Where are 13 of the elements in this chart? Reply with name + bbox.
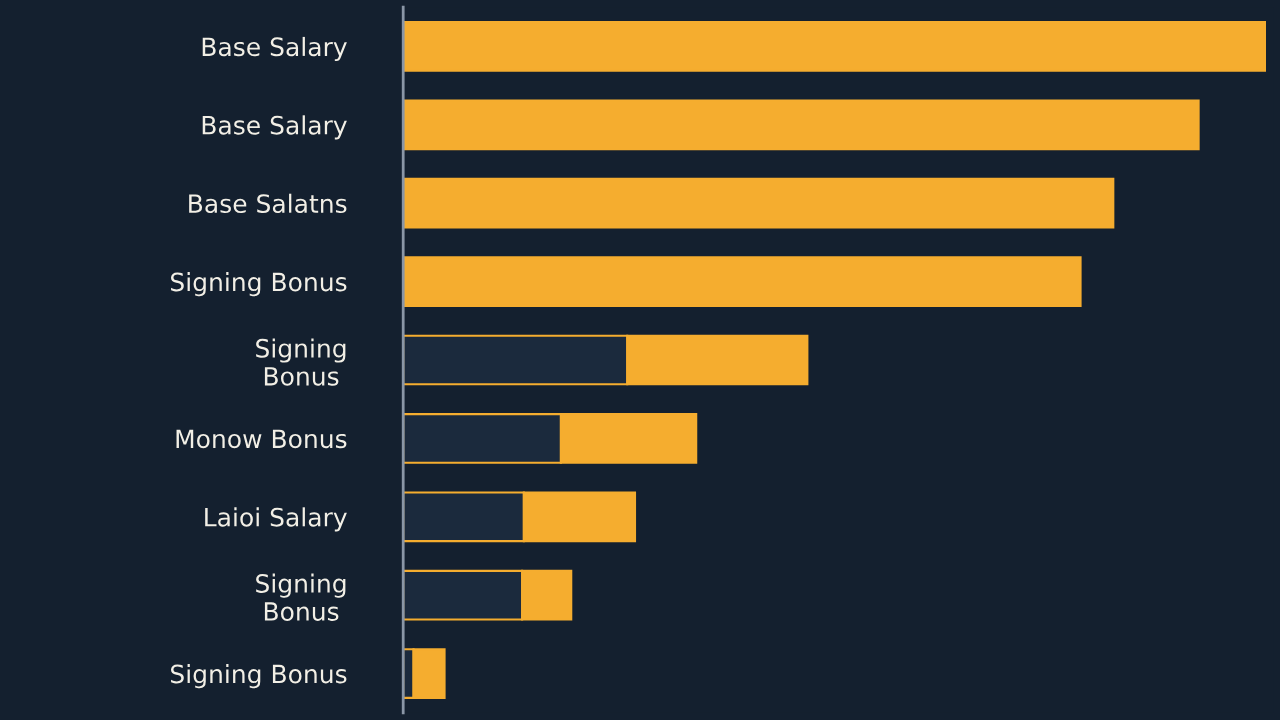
y-tick-label: Signing Bonus: [256, 573, 346, 621]
bar: [403, 177, 1115, 229]
y-tick-label: Signing Bonus: [171, 664, 347, 689]
bar: [403, 21, 1267, 72]
y-tick-label: Monow Bonus: [176, 429, 347, 449]
bar: [403, 99, 1200, 151]
bar: [403, 256, 1082, 307]
y-tick-label: Signing Bonus: [256, 338, 346, 386]
y-tick-label: Laioi Salary: [205, 507, 347, 532]
y-tick-label: Signing Bonus: [171, 272, 347, 297]
y-tick-label: Base Salary: [202, 115, 347, 140]
y-tick-label: Base Salary: [202, 36, 347, 62]
y-tick-label: Base Salatns: [189, 193, 347, 214]
